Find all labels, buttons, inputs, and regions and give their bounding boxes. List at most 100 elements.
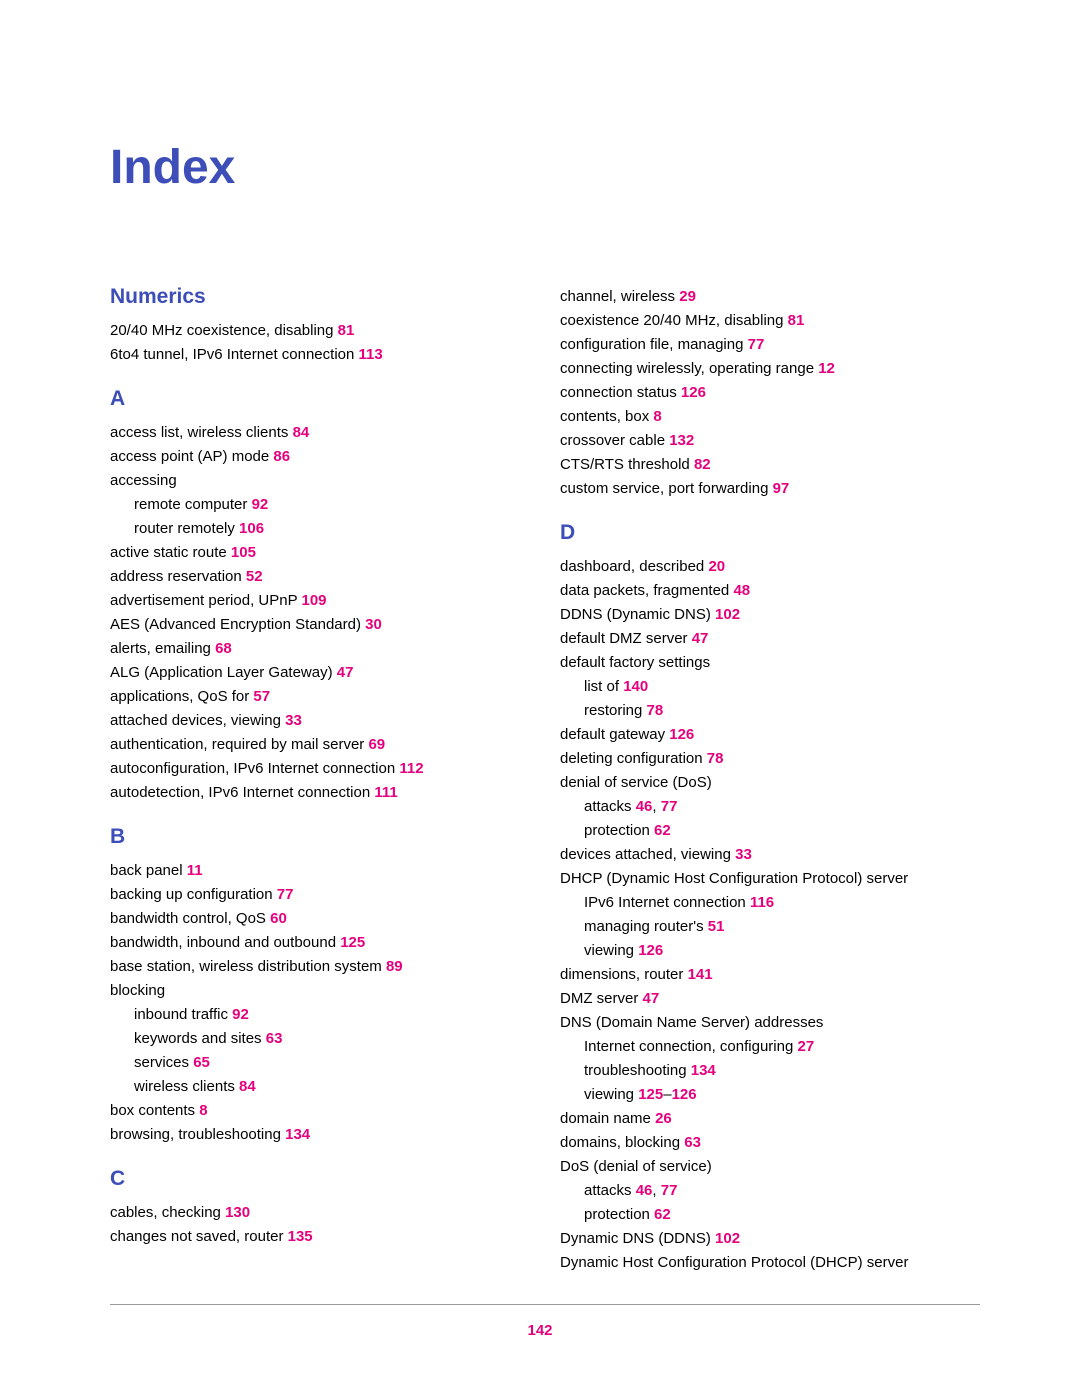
- page-ref[interactable]: 109: [302, 592, 327, 609]
- section-head: Numerics: [110, 285, 530, 309]
- page-ref[interactable]: 46: [636, 1182, 653, 1199]
- page-ref[interactable]: 105: [231, 544, 256, 561]
- page-ref[interactable]: 84: [239, 1078, 256, 1095]
- index-entry: DNS (Domain Name Server) addresses: [560, 1011, 980, 1035]
- page-ref[interactable]: 77: [661, 1182, 678, 1199]
- page-ref[interactable]: 82: [694, 456, 711, 473]
- page-ref[interactable]: 78: [707, 750, 724, 767]
- page-ref[interactable]: 77: [277, 886, 294, 903]
- page-ref[interactable]: 47: [643, 990, 660, 1007]
- page-ref[interactable]: 126: [669, 726, 694, 743]
- page-ref[interactable]: 62: [654, 1206, 671, 1223]
- page-ref[interactable]: 69: [368, 736, 385, 753]
- page-ref[interactable]: 132: [669, 432, 694, 449]
- page-ref[interactable]: 52: [246, 568, 263, 585]
- section-head: B: [110, 825, 530, 849]
- page-ref[interactable]: 47: [337, 664, 354, 681]
- entry-text: denial of service (DoS): [560, 774, 712, 791]
- page-ref[interactable]: 102: [715, 1230, 740, 1247]
- page-ref[interactable]: 111: [374, 784, 397, 801]
- page-ref[interactable]: 33: [735, 846, 752, 863]
- index-entry: default gateway 126: [560, 723, 980, 747]
- page-ref[interactable]: 135: [288, 1228, 313, 1245]
- page-ref[interactable]: 134: [285, 1126, 310, 1143]
- page-ref[interactable]: 47: [692, 630, 709, 647]
- page-ref[interactable]: 92: [232, 1006, 249, 1023]
- page-ref[interactable]: 141: [688, 966, 713, 983]
- page-ref[interactable]: 130: [225, 1204, 250, 1221]
- page-ref[interactable]: 112: [399, 760, 423, 777]
- page-ref[interactable]: 48: [733, 582, 750, 599]
- entry-text: autodetection, IPv6 Internet connection: [110, 784, 370, 801]
- page-ref[interactable]: 97: [773, 480, 790, 497]
- entry-text: troubleshooting: [584, 1062, 687, 1079]
- index-entry: list of 140: [560, 675, 980, 699]
- page-ref[interactable]: 68: [215, 640, 232, 657]
- page-ref[interactable]: 78: [647, 702, 664, 719]
- page-ref[interactable]: 30: [365, 616, 382, 633]
- entry-text: data packets, fragmented: [560, 582, 729, 599]
- page-ref[interactable]: 63: [684, 1134, 701, 1151]
- entry-text: contents, box: [560, 408, 649, 425]
- index-entry: applications, QoS for 57: [110, 685, 530, 709]
- page-ref[interactable]: 77: [661, 798, 678, 815]
- page-ref[interactable]: 84: [293, 424, 310, 441]
- page-ref[interactable]: 63: [266, 1030, 283, 1047]
- index-entry: DDNS (Dynamic DNS) 102: [560, 603, 980, 627]
- page-ref[interactable]: 125: [638, 1086, 663, 1103]
- entry-text: channel, wireless: [560, 288, 675, 305]
- page-ref[interactable]: 92: [252, 496, 269, 513]
- index-entry: dimensions, router 141: [560, 963, 980, 987]
- index-entry: authentication, required by mail server …: [110, 733, 530, 757]
- page-ref[interactable]: 29: [679, 288, 696, 305]
- page-ref[interactable]: 65: [193, 1054, 210, 1071]
- page-ref[interactable]: 81: [788, 312, 805, 329]
- page-ref[interactable]: 86: [273, 448, 290, 465]
- entry-text: DHCP (Dynamic Host Configuration Protoco…: [560, 870, 908, 887]
- page-ref[interactable]: 106: [239, 520, 264, 537]
- page-ref[interactable]: 126: [638, 942, 663, 959]
- page-ref[interactable]: 134: [691, 1062, 716, 1079]
- page-ref[interactable]: 140: [623, 678, 648, 695]
- page-ref[interactable]: 26: [655, 1110, 672, 1127]
- entry-text: ALG (Application Layer Gateway): [110, 664, 333, 681]
- page-ref[interactable]: 62: [654, 822, 671, 839]
- page-ref[interactable]: 33: [285, 712, 302, 729]
- page-ref[interactable]: 20: [708, 558, 725, 575]
- index-entry: channel, wireless 29: [560, 285, 980, 309]
- page-ref[interactable]: 27: [797, 1038, 814, 1055]
- page-ref[interactable]: 126: [681, 384, 706, 401]
- entry-text: applications, QoS for: [110, 688, 249, 705]
- page-ref[interactable]: 89: [386, 958, 403, 975]
- index-entry: autoconfiguration, IPv6 Internet connect…: [110, 757, 530, 781]
- entry-text: devices attached, viewing: [560, 846, 731, 863]
- page-ref[interactable]: 8: [653, 408, 661, 425]
- index-column-left: Numerics20/40 MHz coexistence, disabling…: [110, 285, 530, 1275]
- page-ref[interactable]: 60: [270, 910, 287, 927]
- page-ref[interactable]: 126: [672, 1086, 697, 1103]
- page-ref[interactable]: 81: [338, 322, 355, 339]
- page-ref[interactable]: 46: [636, 798, 653, 815]
- index-entry: advertisement period, UPnP 109: [110, 589, 530, 613]
- page-ref[interactable]: 125: [340, 934, 365, 951]
- index-entry: router remotely 106: [110, 517, 530, 541]
- entry-text: access list, wireless clients: [110, 424, 288, 441]
- entry-text: dashboard, described: [560, 558, 704, 575]
- entry-text: bandwidth, inbound and outbound: [110, 934, 336, 951]
- page-ref[interactable]: 12: [818, 360, 835, 377]
- page-ref[interactable]: 51: [708, 918, 725, 935]
- page-ref[interactable]: 77: [748, 336, 765, 353]
- page-ref[interactable]: 8: [199, 1102, 207, 1119]
- section-head: C: [110, 1167, 530, 1191]
- entry-text: backing up configuration: [110, 886, 273, 903]
- page-ref[interactable]: 102: [715, 606, 740, 623]
- index-entry: DMZ server 47: [560, 987, 980, 1011]
- page-ref[interactable]: 113: [359, 346, 383, 363]
- page-ref[interactable]: 57: [253, 688, 270, 705]
- footer-rule: [110, 1304, 980, 1305]
- index-entry: Dynamic DNS (DDNS) 102: [560, 1227, 980, 1251]
- index-entry: DHCP (Dynamic Host Configuration Protoco…: [560, 867, 980, 891]
- page-ref[interactable]: 116: [750, 894, 774, 911]
- entry-text: managing router's: [584, 918, 704, 935]
- page-ref[interactable]: 11: [187, 862, 203, 879]
